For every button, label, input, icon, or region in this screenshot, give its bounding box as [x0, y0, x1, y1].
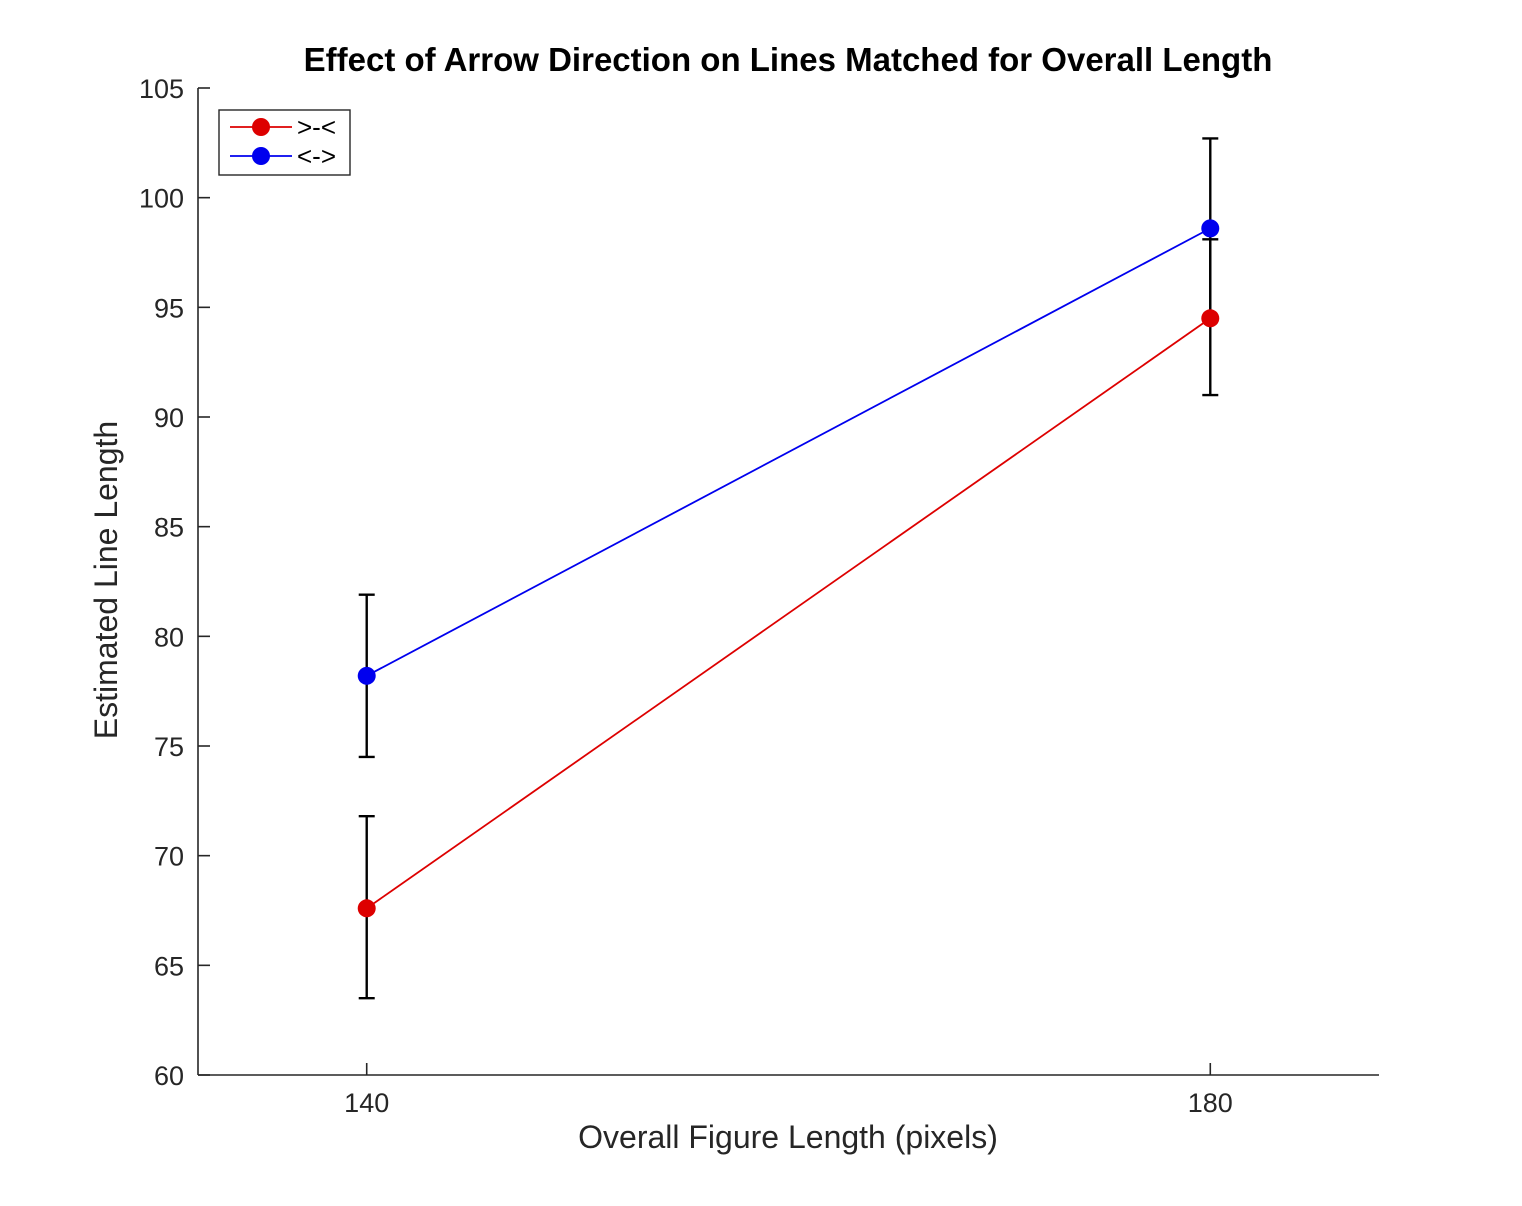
y-tick-label: 75: [154, 732, 184, 762]
legend-marker: [252, 147, 270, 165]
y-tick-label: 60: [154, 1061, 184, 1091]
data-point: [357, 666, 376, 685]
y-tick-label: 100: [139, 184, 184, 214]
y-tick-label: 95: [154, 293, 184, 323]
legend-box: [218, 109, 351, 176]
data-point: [357, 899, 376, 918]
data-point: [1201, 309, 1220, 328]
y-axis-label: Estimated Line Length: [88, 421, 124, 739]
y-tick-label: 65: [154, 951, 184, 981]
x-tick-label: 140: [344, 1088, 389, 1118]
y-tick-label: 70: [154, 842, 184, 872]
y-tick-label: 85: [154, 513, 184, 543]
legend-label: <->: [297, 141, 336, 171]
legend-label: >-<: [297, 112, 336, 142]
y-tick-label: 105: [139, 74, 184, 104]
plot-area: 60 65 70 75 80 85 90 95 100 105 140 180: [139, 74, 1379, 1118]
data-point: [1201, 219, 1220, 238]
series-line: [366, 317, 1211, 910]
y-tick-label: 90: [154, 403, 184, 433]
legend-marker: [252, 118, 270, 136]
y-tick-label: 80: [154, 622, 184, 652]
x-tick-label: 180: [1188, 1088, 1233, 1118]
legend: >-<<->: [218, 109, 351, 176]
series-line: [366, 227, 1211, 677]
x-axis-label: Overall Figure Length (pixels): [578, 1119, 998, 1155]
chart-title: Effect of Arrow Direction on Lines Match…: [304, 41, 1273, 78]
